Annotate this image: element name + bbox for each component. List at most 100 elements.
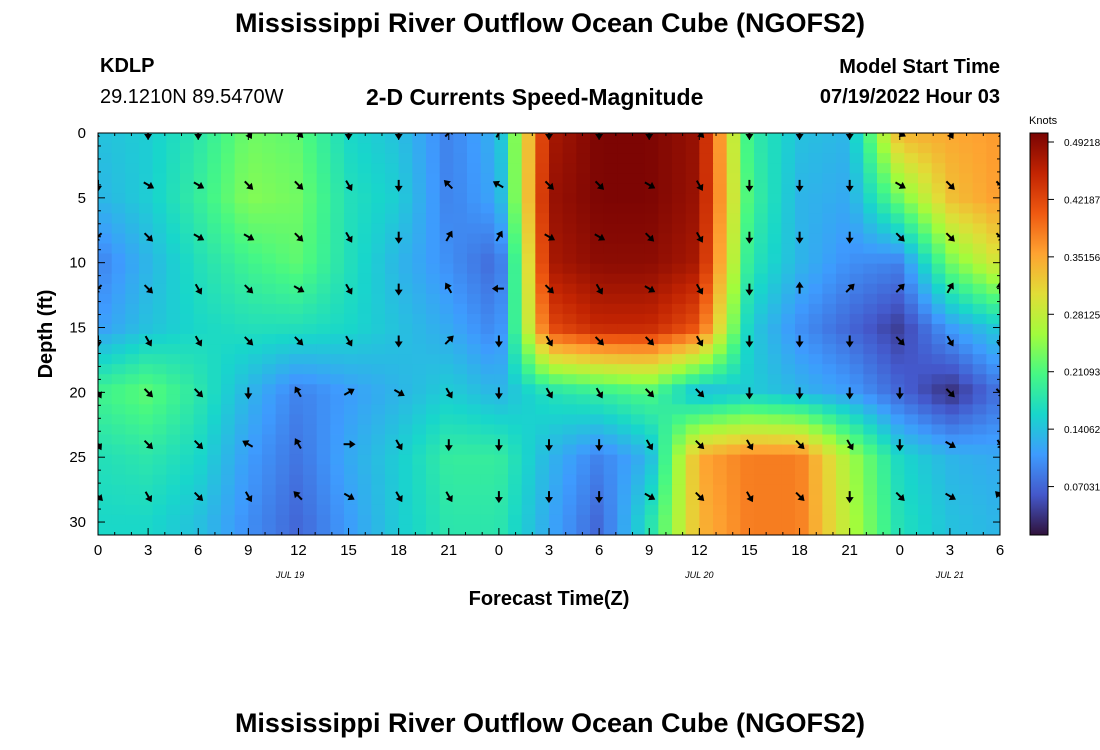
heatmap-cell [945,323,960,335]
heatmap-cell [754,514,769,526]
heatmap-cell [726,233,741,245]
heatmap-cell [918,193,933,204]
heatmap-cell [248,394,263,405]
heatmap-cell [918,243,933,255]
heatmap-cell [672,243,687,255]
heatmap-cell [795,193,810,204]
heatmap-cell [726,263,741,275]
heatmap-cell [98,504,113,516]
heatmap-cell [467,374,482,385]
colorbar-tick-label: 0.42187 [1064,195,1100,206]
heatmap-cell [125,494,140,506]
heatmap-cell [111,364,126,375]
heatmap-cell [836,293,851,305]
heatmap-cell [193,404,208,415]
heatmap-cell [289,474,304,486]
heatmap-cell [726,444,741,456]
heatmap-cell [371,464,386,476]
heatmap-cell [508,394,523,405]
heatmap-cell [139,524,154,535]
heatmap-cell [398,334,413,345]
heatmap-cell [576,183,591,194]
heatmap-cell [590,344,605,355]
current-arrow [444,282,453,294]
heatmap-cell [658,223,673,235]
heatmap-cell [931,263,946,275]
heatmap-cell [576,153,591,164]
heatmap-cell [275,323,290,335]
heatmap-cell [385,434,400,446]
heatmap-cell [139,133,154,144]
current-arrow [294,386,302,398]
heatmap-cell [193,464,208,476]
heatmap-cell [289,464,304,476]
heatmap-cell [781,494,796,506]
heatmap-cell [959,424,974,436]
heatmap-cell [740,344,755,355]
heatmap-cell [726,334,741,345]
heatmap-cell [603,163,618,174]
heatmap-cell [166,193,181,204]
x-tick-label: 6 [595,542,603,559]
heatmap-cell [890,193,905,204]
heatmap-cell [357,484,372,496]
heatmap-cell [207,444,222,456]
heatmap-cell [713,203,728,214]
heatmap-cell [822,484,837,496]
heatmap-cell [467,233,482,245]
heatmap-cell [139,243,154,255]
heatmap-cell [767,213,782,225]
heatmap-cell [890,444,905,456]
heatmap-cell [972,364,987,375]
heatmap-cell [918,303,933,315]
heatmap-cell [603,354,618,365]
heatmap-cell [849,163,864,174]
heatmap-cell [767,454,782,466]
heatmap-cell [221,183,236,194]
heatmap-cell [631,354,646,365]
heatmap-cell [713,344,728,355]
heatmap-cell [959,213,974,225]
heatmap-cell [808,243,823,255]
heatmap-cell [986,183,1000,194]
heatmap-cell [180,434,195,446]
heatmap-cell [480,313,495,325]
heatmap-cell [822,504,837,516]
heatmap-cell [549,524,564,535]
heatmap-cell [986,474,1000,486]
heatmap-cell [262,253,277,265]
heatmap-cell [221,364,236,375]
heatmap-cell [316,334,331,345]
heatmap-cell [221,223,236,235]
heatmap-cell [631,263,646,275]
heatmap-cell [986,484,1000,496]
heatmap-cell [521,283,536,295]
heatmap-cell [289,143,304,154]
heatmap-cell [972,454,987,466]
heatmap-cell [631,143,646,154]
heatmap-cell [234,524,249,535]
heatmap-cell [139,223,154,235]
heatmap-cell [303,243,318,255]
heatmap-cell [822,424,837,436]
heatmap-cell [808,253,823,265]
heatmap-cell [972,293,987,305]
heatmap-cell [398,203,413,214]
heatmap-cell [426,344,441,355]
heatmap-cell [972,133,987,144]
heatmap-cell [685,444,700,456]
heatmap-cell [781,183,796,194]
heatmap-cell [344,524,359,535]
heatmap-cell [234,303,249,315]
heatmap-cell [767,494,782,506]
heatmap-cell [221,323,236,335]
heatmap-cell [371,313,386,325]
heatmap-cell [371,424,386,436]
heatmap-cell [822,293,837,305]
heatmap-cell [357,464,372,476]
heatmap-cell [303,454,318,466]
heatmap-cell [836,524,851,535]
heatmap-cell [590,514,605,526]
heatmap-cell [316,253,331,265]
heatmap-cell [713,524,728,535]
